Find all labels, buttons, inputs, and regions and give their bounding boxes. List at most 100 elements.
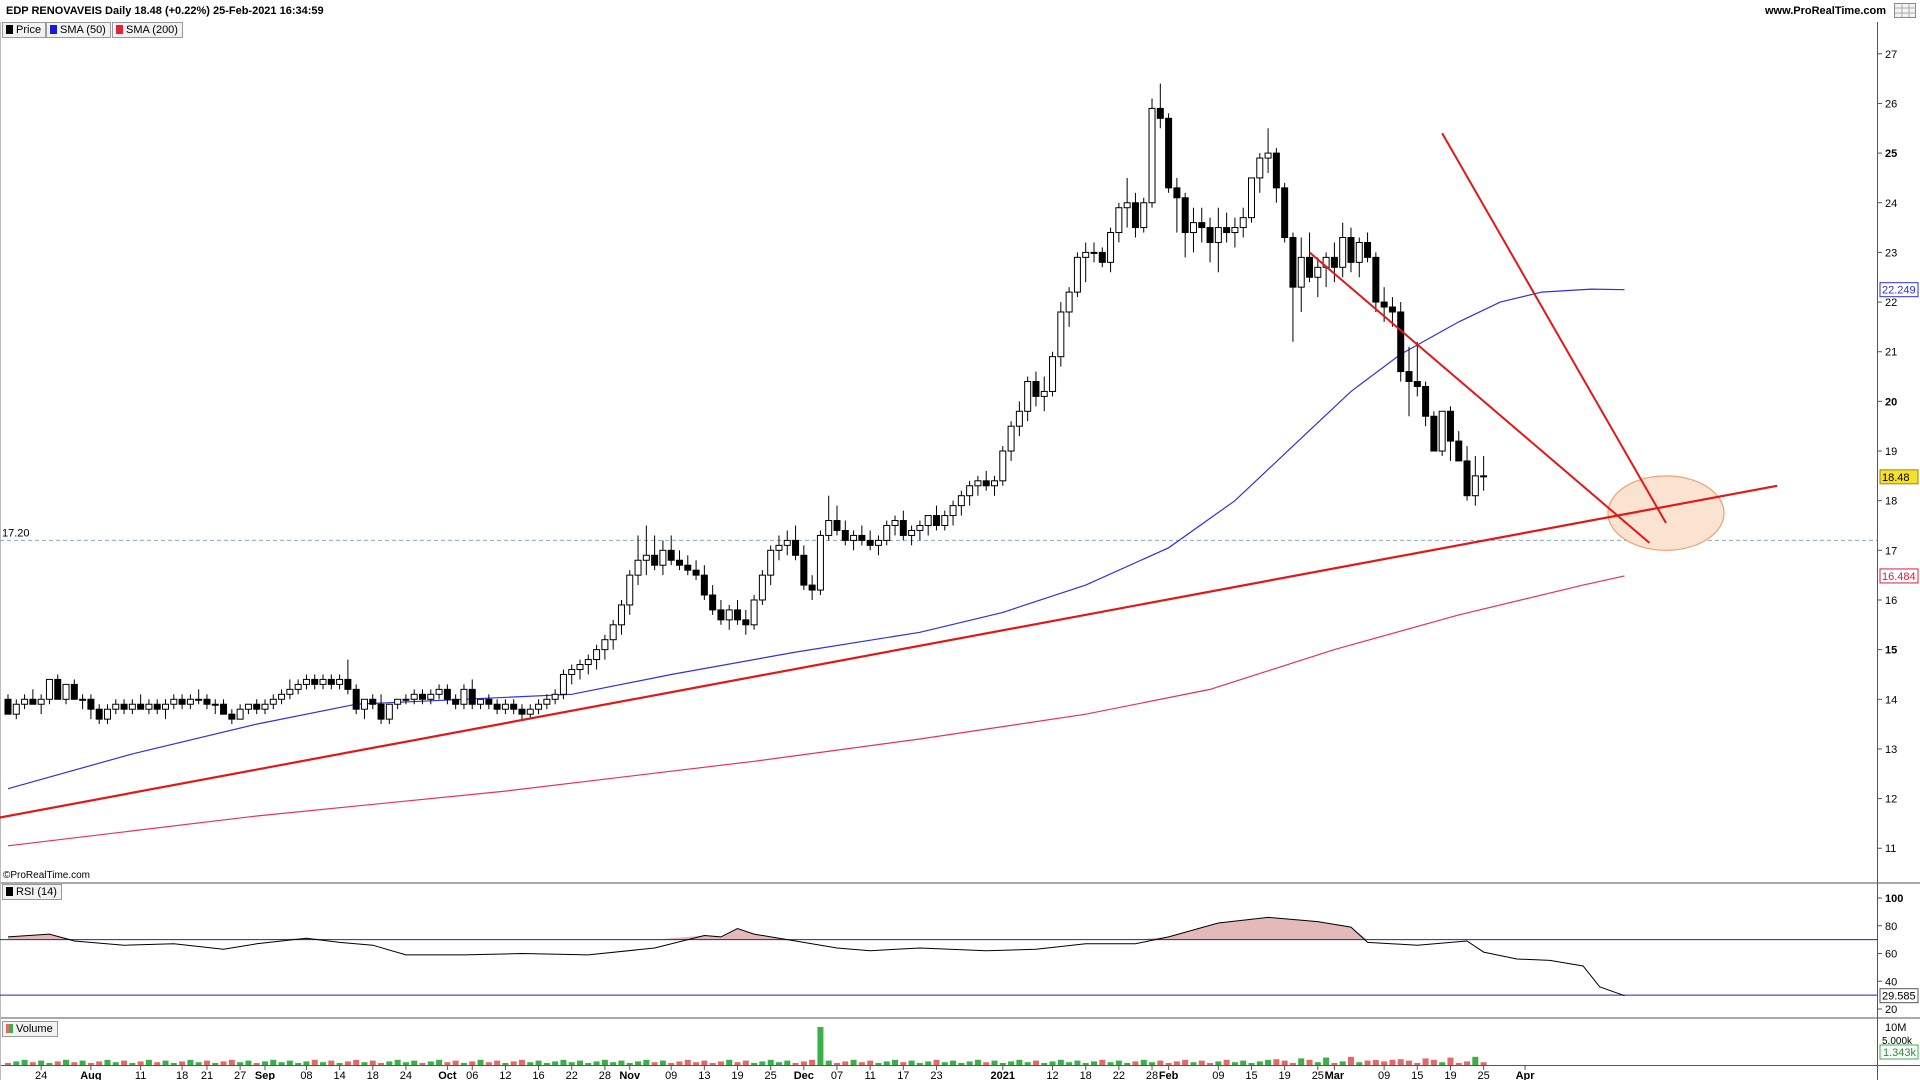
candle — [1098, 247, 1106, 268]
candle-body-up — [1314, 266, 1322, 278]
candle — [1446, 406, 1454, 461]
rsi-line — [7, 916, 1625, 997]
volume-bar — [1107, 1062, 1114, 1065]
volume-tick-label: 5.000k — [1882, 1036, 1913, 1047]
candle-body-down — [352, 688, 360, 710]
legend-rsi[interactable]: RSI (14) — [2, 884, 62, 900]
candle-body-up — [319, 678, 327, 685]
legend-price[interactable]: Price — [2, 22, 47, 38]
candle-body-down — [1289, 237, 1297, 288]
volume-bar — [295, 1063, 302, 1065]
price-value-tag-box — [1879, 469, 1919, 485]
candle — [336, 674, 344, 690]
volume-bar — [1381, 1061, 1388, 1065]
grid-icon[interactable] — [1894, 3, 1916, 18]
sma200-line — [7, 575, 1625, 847]
candle-body-up — [1214, 227, 1222, 243]
legend-sma200-label: SMA (200) — [126, 24, 178, 36]
chart-title: EDP RENOVAVEIS Daily 18.48 (+0.22%) 25-F… — [6, 5, 324, 17]
volume-bar — [643, 1059, 650, 1065]
candle-body-up — [1024, 381, 1032, 412]
candle-body-down — [178, 698, 186, 705]
candle — [477, 698, 485, 710]
candle — [1015, 401, 1023, 437]
candle — [377, 694, 385, 725]
candle-body-up — [336, 678, 344, 685]
volume-bar — [311, 1059, 318, 1065]
candle-body-down — [734, 609, 742, 621]
candle-body-down — [1330, 256, 1338, 268]
candle — [493, 699, 501, 715]
volume-bar — [1240, 1060, 1247, 1065]
horizontal-level-label: 17.20 — [2, 527, 30, 539]
candle-body-up — [112, 703, 120, 710]
candle — [949, 500, 957, 526]
volume-bar — [809, 1059, 816, 1065]
candle-body-down — [1480, 475, 1488, 478]
candle-body-up — [460, 688, 468, 705]
volume-bar — [726, 1059, 733, 1065]
volume-bar — [1016, 1059, 1023, 1065]
volume-bar — [1289, 1063, 1296, 1065]
volume-bar — [444, 1062, 451, 1065]
legend-sma200[interactable]: SMA (200) — [112, 22, 183, 38]
candle — [112, 699, 120, 715]
volume-bar — [237, 1062, 244, 1065]
candle — [576, 659, 584, 680]
site-url[interactable]: www.ProRealTime.com — [1764, 5, 1886, 17]
volume-bar — [1231, 1062, 1238, 1065]
candle-body-up — [278, 693, 286, 700]
price-tick-label: 20 — [1885, 396, 1897, 408]
candle-body-up — [1082, 251, 1090, 258]
candle — [543, 694, 551, 710]
volume-bar — [552, 1061, 559, 1065]
volume-bar — [850, 1059, 857, 1065]
volume-bar — [46, 1063, 53, 1065]
volume-bar — [1248, 1063, 1255, 1065]
volume-bar — [402, 1062, 409, 1065]
candle — [162, 699, 170, 720]
candle-body-down — [4, 698, 12, 715]
volume-bar — [560, 1059, 567, 1065]
candle-body-up — [725, 609, 733, 621]
volume-bar — [1024, 1062, 1031, 1065]
time-tick-label: Dec — [794, 1070, 814, 1080]
rsi-swatch-icon — [6, 887, 13, 896]
candle — [1073, 252, 1081, 298]
candle — [1032, 371, 1040, 407]
candle — [29, 689, 37, 705]
candle — [1082, 242, 1090, 283]
candle — [1413, 341, 1421, 397]
candle-body-down — [742, 619, 750, 626]
rsi-tick-label: 100 — [1885, 893, 1903, 905]
candle — [103, 704, 111, 725]
volume-bar — [618, 1060, 625, 1065]
candle — [12, 699, 20, 720]
candle — [1214, 207, 1222, 273]
candle-body-down — [1372, 256, 1380, 303]
legend-sma50[interactable]: SMA (50) — [46, 22, 111, 38]
candle — [908, 525, 916, 546]
candle — [1140, 197, 1148, 233]
candle-body-up — [767, 549, 775, 576]
legend-volume[interactable]: Volume — [2, 1021, 58, 1037]
candle-body-up — [103, 708, 111, 720]
time-tick-label: 22 — [566, 1070, 578, 1080]
candle — [244, 703, 252, 715]
time-axis: 24 Aug 11 18 21 27 Sep 08 14 18 24 Oct 06 12 16 22 28 Nov… — [35, 1066, 1535, 1080]
candle — [734, 599, 742, 625]
candle — [1272, 148, 1280, 203]
volume-bar — [1032, 1060, 1039, 1065]
candle-body-up — [477, 698, 485, 705]
time-tick-label: 09 — [1378, 1070, 1390, 1080]
rsi-tick-label: 80 — [1885, 921, 1897, 933]
candle-body-up — [908, 529, 916, 536]
candle — [617, 599, 625, 635]
candle-body-up — [1140, 202, 1148, 229]
volume-bar — [278, 1062, 285, 1065]
candle — [1206, 217, 1214, 263]
candle — [319, 674, 327, 690]
volume-bar — [1223, 1059, 1230, 1065]
